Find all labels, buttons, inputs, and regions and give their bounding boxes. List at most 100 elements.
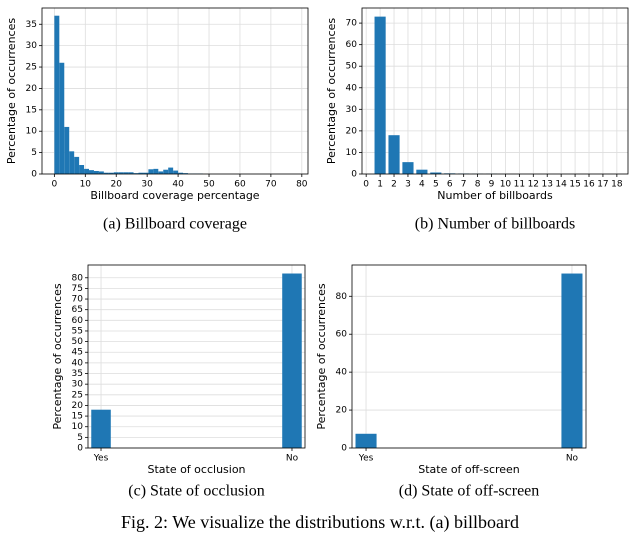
x-tick-label: 9: [489, 180, 495, 190]
x-tick-label: 80: [296, 180, 308, 190]
bar: [282, 273, 302, 448]
x-tick-label: 10: [80, 180, 92, 190]
bar: [374, 16, 386, 174]
bar: [84, 168, 90, 174]
caption: (b) Number of billboards: [415, 216, 575, 233]
bar: [388, 135, 400, 174]
y-tick-label: 60: [346, 40, 358, 50]
y-tick-label: 55: [72, 326, 83, 336]
y-tick-label: 20: [26, 84, 38, 94]
x-tick-label: 18: [611, 180, 623, 190]
x-tick-label: 5: [433, 180, 439, 190]
x-tick-label: 2: [391, 180, 397, 190]
y-tick-label: 45: [72, 348, 83, 358]
x-tick-label: Yes: [358, 454, 374, 464]
x-tick-label: 8: [475, 180, 481, 190]
y-tick-label: 15: [72, 412, 83, 422]
plot-frame: [351, 264, 587, 449]
x-tick-label: 3: [405, 180, 411, 190]
x-tick-label: Yes: [93, 454, 109, 464]
x-tick-label: 12: [528, 180, 539, 190]
x-axis-label: State of off-screen: [418, 463, 520, 476]
x-axis-label: State of occlusion: [147, 463, 245, 476]
x-tick-label: 60: [234, 180, 246, 190]
chart: 0 20 40 60 80 Yes No State of off-screen Percent…: [315, 264, 587, 500]
bar: [355, 433, 377, 448]
bar: [118, 172, 124, 174]
bar: [113, 172, 119, 174]
y-tick-label: 10: [346, 148, 358, 158]
plot-frame: [361, 7, 629, 175]
bar: [430, 172, 442, 174]
bar: [138, 172, 144, 174]
bar: [163, 169, 169, 174]
y-tick-label: 75: [72, 284, 83, 294]
y-tick-label: 35: [26, 20, 37, 30]
bar: [79, 165, 85, 174]
y-tick-label: 10: [26, 127, 38, 137]
caption: (c) State of occlusion: [128, 483, 264, 500]
x-tick-label: 1: [377, 180, 383, 190]
y-tick-label: 5: [77, 433, 83, 443]
y-tick-label: 70: [346, 19, 358, 29]
x-tick-label: 20: [111, 180, 123, 190]
bar: [103, 172, 109, 174]
x-tick-label: 14: [555, 180, 567, 190]
x-tick-label: No: [566, 454, 579, 464]
bar: [69, 151, 75, 174]
y-tick-label: 70: [72, 295, 84, 305]
y-tick-label: 25: [26, 63, 37, 73]
y-tick-label: 20: [72, 401, 84, 411]
x-tick-label: 0: [52, 180, 58, 190]
y-tick-label: 50: [346, 62, 358, 72]
x-tick-label: 4: [419, 180, 425, 190]
y-axis-label: Percentage of occurrences: [325, 18, 338, 164]
caption: (a) Billboard coverage: [103, 216, 247, 233]
bar: [93, 171, 99, 174]
bar: [561, 273, 583, 448]
y-tick-label: 30: [26, 41, 38, 51]
bar: [89, 170, 94, 174]
x-tick-label: 17: [597, 180, 608, 190]
bar: [153, 168, 159, 174]
bar: [173, 170, 179, 174]
plot-frame: [87, 264, 306, 449]
plot-frame: [41, 7, 309, 175]
bar: [59, 62, 65, 174]
y-tick-label: 0: [31, 170, 37, 180]
x-tick-label: 40: [172, 180, 184, 190]
x-tick-label: 15: [569, 180, 580, 190]
y-tick-label: 80: [336, 292, 348, 302]
y-tick-label: 20: [336, 406, 348, 416]
y-tick-label: 40: [72, 358, 84, 368]
chart: 0 5 10 15 20 25 30 35 0 10 20 30 40 50 60 70 80 Billboard…: [5, 7, 309, 233]
bar: [168, 167, 174, 174]
x-axis-label: Billboard coverage percentage: [90, 189, 259, 202]
x-tick-label: 11: [514, 180, 525, 190]
y-tick-label: 15: [26, 105, 37, 115]
x-tick-label: 7: [461, 180, 467, 190]
bar: [74, 156, 80, 174]
y-axis-label: Percentage of occurrences: [5, 18, 18, 164]
x-tick-label: 6: [447, 180, 453, 190]
x-tick-label: No: [286, 454, 299, 464]
y-tick-label: 60: [72, 316, 84, 326]
bar: [178, 172, 184, 174]
x-tick-label: 50: [203, 180, 215, 190]
y-tick-label: 40: [346, 83, 358, 93]
bar: [64, 126, 70, 174]
x-tick-label: 16: [583, 180, 595, 190]
bar: [416, 169, 428, 174]
x-tick-label: 0: [363, 180, 369, 190]
bar: [91, 409, 111, 448]
bar: [98, 171, 104, 174]
bar: [108, 172, 114, 174]
x-tick-label: 10: [500, 180, 512, 190]
y-axis-label: Percentage of occurrences: [51, 283, 64, 429]
y-tick-label: 65: [72, 305, 83, 315]
bar: [133, 173, 139, 174]
bar: [54, 15, 60, 174]
